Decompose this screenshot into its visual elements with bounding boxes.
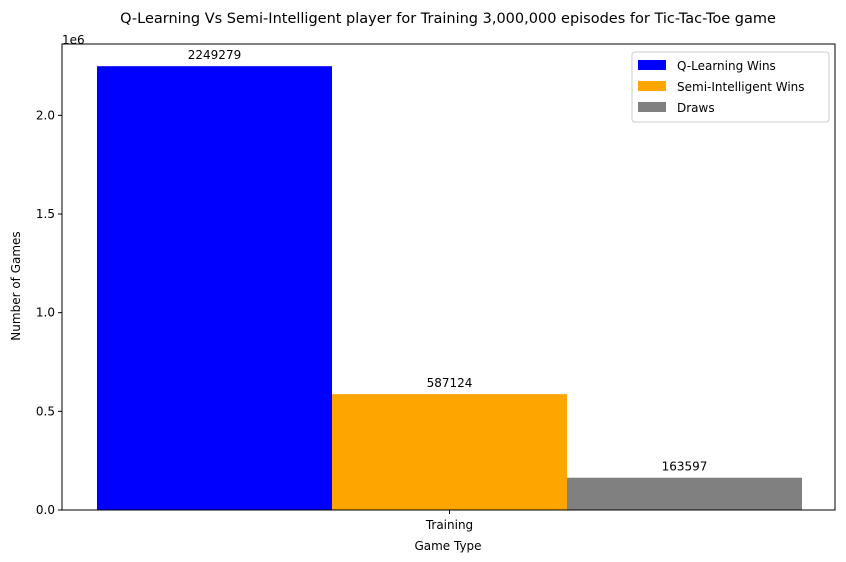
y-tick-label: 1.0 <box>36 306 55 320</box>
chart-title: Q-Learning Vs Semi-Intelligent player fo… <box>120 11 776 27</box>
bar-semi-intelligent-wins <box>332 394 567 510</box>
bar-value-label-draws: 163597 <box>662 460 708 474</box>
legend-label-q-learning-wins: Q-Learning Wins <box>677 59 776 73</box>
legend-label-draws: Draws <box>677 101 715 115</box>
bars-group <box>97 66 802 510</box>
y-axis-label: Number of Games <box>9 231 23 340</box>
bar-draws <box>567 477 802 510</box>
bar-value-label-q-learning-wins: 2249279 <box>188 48 241 62</box>
legend-swatch-semi-intelligent-wins <box>638 81 666 91</box>
legend-box <box>631 51 830 123</box>
legend: Q-Learning Wins Semi-Intelligent Wins Draw… <box>631 51 830 123</box>
bar-value-label-semi-intelligent-wins: 587124 <box>427 376 473 390</box>
y-tick-label: 0.0 <box>36 503 55 517</box>
y-axis: 0.0 0.5 1.0 1.5 2.0 <box>36 108 62 517</box>
x-tick-label: Training <box>425 518 473 532</box>
legend-label-semi-intelligent-wins: Semi-Intelligent Wins <box>677 80 805 94</box>
y-axis-multiplier: 1e6 <box>62 33 85 47</box>
y-tick-label: 2.0 <box>36 108 55 122</box>
bar-q-learning-wins <box>97 66 332 510</box>
x-axis: Training <box>425 510 473 532</box>
legend-swatch-draws <box>638 102 666 112</box>
x-axis-label: Game Type <box>414 539 481 553</box>
plot-frame <box>61 43 836 511</box>
y-tick-label: 0.5 <box>36 404 55 418</box>
legend-swatch-q-learning-wins <box>638 60 666 70</box>
y-tick-label: 1.5 <box>36 207 55 221</box>
bar-value-labels: 2249279 587124 163597 <box>188 48 708 474</box>
